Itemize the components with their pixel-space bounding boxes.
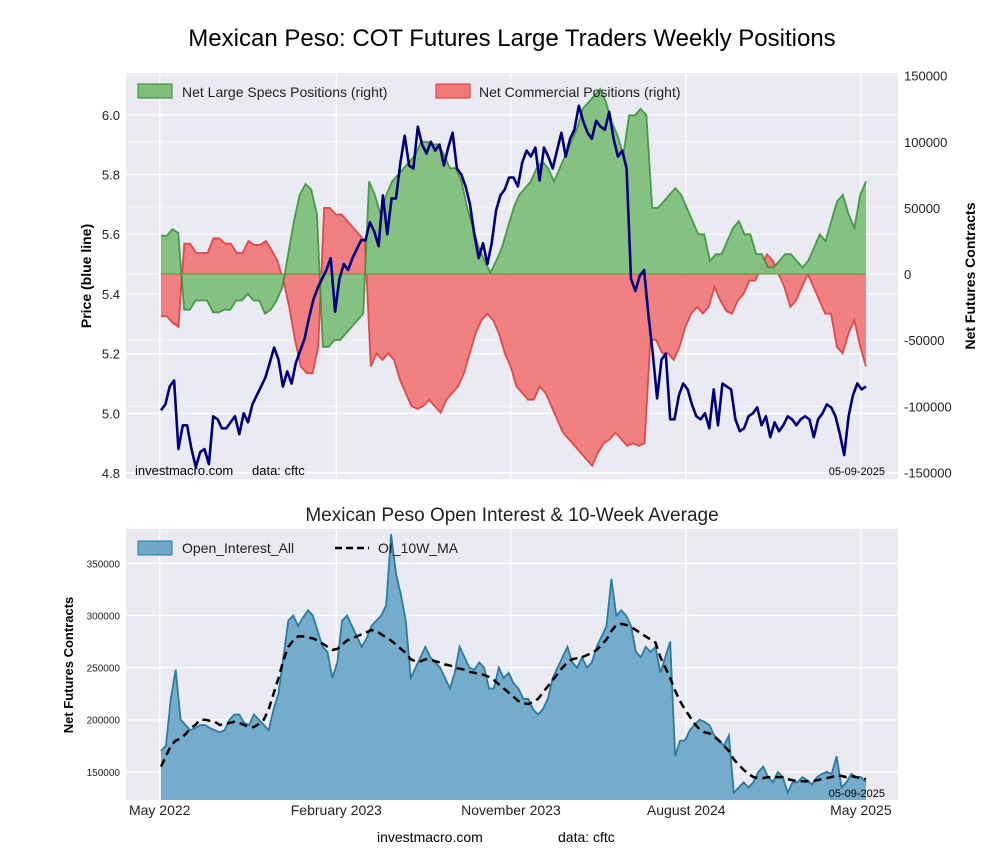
oi-10w-ma-line — [159, 622, 867, 783]
ylabel-bottom: Net Futures Contracts — [61, 597, 76, 734]
watermark-source: data: cftc — [252, 463, 305, 478]
bottom-area — [160, 534, 867, 800]
left-tick-label-6: 6.0 — [102, 108, 120, 123]
bottom-ytick-label-4: 350000 — [87, 559, 121, 570]
bottom-xtick-label-4: May 2025 — [830, 802, 892, 818]
watermark-site: investmacro.com — [135, 463, 233, 478]
footer-site: investmacro.com — [377, 829, 483, 845]
top-right-ticks: -150000 -100000 -50000 0 50000 100000 150000 — [904, 69, 952, 481]
top-price — [159, 104, 867, 469]
top-areas — [161, 87, 867, 468]
top-left-ticks: 4.8 5.0 5.2 5.4 5.6 5.8 6.0 — [102, 108, 120, 481]
bottom-xtick-label-0: May 2022 — [129, 802, 191, 818]
legend-label-commercial: Net Commercial Positions (right) — [479, 84, 681, 100]
legend-label-specs: Net Large Specs Positions (right) — [182, 84, 387, 100]
bottom-legend: Open_Interest_All OI_10W_MA — [137, 540, 459, 556]
commercial-area — [161, 207, 866, 466]
bottom-ytick-label-3: 300000 — [87, 612, 121, 623]
legend-swatch-specs — [137, 83, 173, 99]
ylabel-left-top: Price (blue line) — [78, 224, 94, 328]
bottom-xticks: May 2022 February 2023 November 2023 August… — [129, 802, 892, 818]
bottom-xtick-label-1: February 2023 — [291, 802, 382, 818]
specs-line — [161, 87, 867, 348]
right-tick-label-5: 100000 — [904, 135, 947, 150]
left-tick-label-0: 4.8 — [102, 466, 120, 481]
chart-subtitle: Mexican Peso Open Interest & 10-Week Ave… — [305, 505, 718, 526]
bottom-panel: 150000 200000 250000 300000 350000 May 2022 F… — [61, 529, 898, 818]
left-tick-label-1: 5.0 — [102, 406, 120, 421]
legend-label-ma: OI_10W_MA — [378, 540, 459, 556]
chart-title: Mexican Peso: COT Futures Large Traders … — [188, 25, 835, 52]
right-tick-label-0: -150000 — [904, 465, 952, 480]
left-tick-label-4: 5.6 — [102, 227, 120, 242]
open-interest-line — [160, 534, 867, 796]
bottom-xtick-label-3: August 2024 — [647, 802, 726, 818]
bottom-ytick-label-2: 250000 — [87, 664, 121, 675]
ylabel-right-top: Net Futures Contracts — [962, 202, 978, 349]
right-tick-label-4: 50000 — [904, 201, 940, 216]
legend-label-oi: Open_Interest_All — [182, 540, 294, 556]
open-interest-area — [161, 534, 866, 800]
bottom-xtick-label-2: November 2023 — [461, 802, 561, 818]
top-legend: Net Large Specs Positions (right) Net Co… — [137, 83, 681, 100]
left-tick-label-2: 5.2 — [102, 347, 120, 362]
legend-swatch-oi — [137, 540, 173, 556]
left-tick-label-5: 5.8 — [102, 168, 120, 183]
top-panel: 4.8 5.0 5.2 5.4 5.6 5.8 6.0 -150000 -100000 -500… — [78, 69, 978, 481]
bottom-ytick-label-1: 200000 — [87, 716, 121, 727]
left-tick-label-3: 5.4 — [102, 287, 120, 302]
right-tick-label-2: -50000 — [904, 333, 944, 348]
legend-swatch-commercial — [435, 83, 471, 99]
date-stamp-top: 05-09-2025 — [829, 466, 885, 478]
footer-source: data: cftc — [558, 829, 615, 845]
bottom-yticks: 150000 200000 250000 300000 350000 — [87, 559, 121, 778]
date-stamp-bottom: 05-09-2025 — [829, 788, 885, 800]
bottom-ytick-label-0: 150000 — [87, 768, 121, 779]
specs-area — [161, 88, 866, 347]
commercial-line — [161, 207, 867, 468]
right-tick-label-1: -100000 — [904, 399, 952, 414]
right-tick-label-6: 150000 — [904, 69, 947, 84]
bottom-ma — [159, 622, 867, 783]
price-line — [159, 104, 867, 469]
right-tick-label-3: 0 — [904, 267, 911, 282]
